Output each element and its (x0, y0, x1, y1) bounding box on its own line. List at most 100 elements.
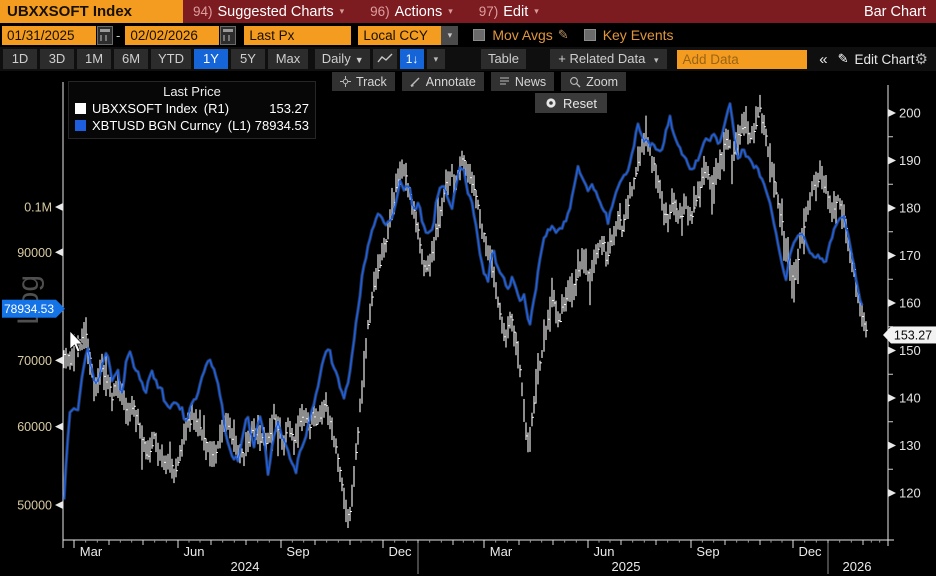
right-axis-tick-label: 170 (899, 248, 921, 263)
calendar-icon[interactable] (220, 25, 237, 45)
menu-label: Actions (394, 3, 443, 20)
left-axis-tick-label: 50000 (17, 499, 52, 513)
legend-row[interactable]: XBTUSD BGN Curncy (L1) 78934.53 (75, 117, 309, 134)
range-tab-6m[interactable]: 6M (114, 49, 148, 69)
caret-down-icon: ▾ (339, 6, 345, 16)
right-axis-tick-label: 120 (899, 486, 921, 501)
edit-chart-button[interactable]: ✎ Edit Chart (838, 51, 915, 67)
collapse-toolbar-button[interactable]: « (819, 50, 828, 68)
legend-title: Last Price (163, 84, 221, 99)
left-axis-tick (55, 203, 63, 211)
menu-suggested-charts[interactable]: 94) Suggested Charts ▾ (193, 4, 344, 20)
track-label: Track (356, 74, 387, 89)
right-axis-tick-label: 190 (899, 153, 921, 168)
x-axis-month-label: Dec (798, 544, 822, 559)
x-axis-year-label: 2026 (843, 559, 872, 574)
caret-down-icon: ▾ (653, 55, 659, 65)
left-axis-tick (55, 422, 63, 431)
right-axis-tick (888, 489, 896, 497)
reset-button[interactable]: Reset (535, 93, 607, 113)
range-tab-1d[interactable]: 1D (3, 49, 37, 69)
left-axis-tick-label: 0.1M (24, 201, 52, 215)
right-axis-price-tag: 153.27 (883, 326, 936, 344)
related-data-button[interactable]: + Related Data ▾ (550, 49, 667, 69)
mov-avgs-label: Mov Avgs (492, 27, 553, 43)
x-axis-month-label: Dec (388, 544, 412, 559)
date-from-input[interactable]: 01/31/2025 (2, 25, 96, 45)
add-data-input[interactable]: Add Data (676, 49, 808, 69)
menu-label: Edit (503, 3, 529, 20)
x-axis-month-label: Mar (490, 544, 513, 559)
svg-text:153.27: 153.27 (894, 328, 932, 342)
range-tab-1m[interactable]: 1M (77, 49, 111, 69)
series-ubxxsoft-bars (63, 94, 868, 529)
edit-chart-label: Edit Chart (854, 51, 915, 67)
security-title[interactable]: UBXXSOFT Index (0, 0, 183, 23)
left-axis-tick-label: 70000 (17, 354, 52, 368)
x-axis-month-label: Sep (696, 544, 719, 559)
range-tab-1y[interactable]: 1Y (194, 49, 228, 69)
left-axis-price-tag: 78934.53 (2, 299, 65, 318)
caret-down-icon: ▾ (448, 6, 453, 16)
annotate-label: Annotate (425, 74, 476, 89)
currency-select[interactable]: Local CCY (358, 25, 442, 45)
panel-layout-icon[interactable]: 1↓ (400, 49, 424, 69)
key-events-label: Key Events (602, 27, 674, 43)
caret-down-icon: ▾ (534, 6, 539, 16)
date-to-input[interactable]: 02/02/2026 (125, 25, 220, 45)
right-axis-tick (888, 156, 896, 165)
period-label: Daily (321, 51, 351, 66)
chart-legend[interactable]: Last Price UBXXSOFT Index (R1) 153.27 XBTU… (68, 81, 316, 139)
filter-bar: 01/31/2025 - 02/02/2026 Last Px Local CC… (0, 23, 936, 47)
pencil-icon[interactable]: ✎ (557, 27, 569, 42)
caret-down-icon: ▼ (354, 55, 364, 65)
news-label: News (514, 74, 547, 89)
menu-actions[interactable]: 96) Actions ▾ (370, 4, 453, 20)
right-axis-tick (888, 109, 896, 117)
menu-edit[interactable]: 97) Edit ▾ (479, 4, 539, 20)
chart-tool-buttons: Track Annotate News Zoom (332, 72, 627, 91)
legend-series-value: 78934.53 (254, 118, 309, 133)
pencil-icon: ✎ (837, 51, 849, 66)
right-axis-tick-label: 130 (899, 438, 921, 453)
caret-down-icon[interactable]: ▾ (441, 25, 459, 45)
key-events-checkbox[interactable] (583, 29, 596, 41)
zoom-button[interactable]: Zoom (561, 72, 627, 91)
menu-label: Suggested Charts (217, 3, 334, 20)
right-axis-tick-label: 180 (899, 201, 921, 216)
range-tab-max[interactable]: Max (268, 49, 308, 69)
left-axis-tick-label: 60000 (17, 420, 52, 434)
news-button[interactable]: News (490, 72, 555, 91)
left-axis-tick (55, 501, 63, 509)
series-xbtusd-line (62, 102, 864, 500)
legend-row[interactable]: UBXXSOFT Index (R1) 153.27 (75, 100, 309, 117)
track-button[interactable]: Track (332, 72, 395, 91)
range-tab-5y[interactable]: 5Y (231, 49, 265, 69)
header-bar: UBXXSOFT Index 94) Suggested Charts ▾ 96… (0, 0, 936, 23)
mov-avgs-checkbox[interactable] (473, 29, 486, 41)
line-chart-icon[interactable] (373, 49, 398, 69)
period-select[interactable]: Daily ▼ (315, 49, 371, 69)
legend-series-value: 153.27 (269, 101, 309, 116)
calendar-icon[interactable] (97, 25, 113, 45)
menu-number: 97) (478, 4, 499, 19)
chart-toolbar: 1D 3D 1M 6M YTD 1Y 5Y Max Daily ▼ 1↓ ▾ Table + R… (0, 47, 936, 71)
x-axis-month-label: Jun (594, 544, 615, 559)
chart-type-label: Bar Chart (863, 3, 926, 20)
price-field-input[interactable]: Last Px (244, 25, 352, 45)
axes: 0.1M 90000 70000 60000 50000 200 190 180 170 160 1… (17, 82, 921, 574)
right-axis-tick-label: 200 (899, 106, 921, 121)
x-axis-month-label: Mar (80, 544, 103, 559)
annotate-button[interactable]: Annotate (401, 72, 484, 91)
annotate-pencil-icon (410, 77, 420, 87)
svg-text:78934.53: 78934.53 (4, 302, 54, 316)
zoom-label: Zoom (586, 74, 619, 89)
x-axis-year-label: 2025 (612, 559, 641, 574)
table-button[interactable]: Table (480, 49, 527, 69)
range-tab-3d[interactable]: 3D (40, 49, 74, 69)
gear-icon[interactable]: ⚙ (914, 51, 928, 68)
range-tab-ytd[interactable]: YTD (151, 49, 191, 69)
date-range-dash: - (116, 27, 121, 43)
caret-down-icon[interactable]: ▾ (426, 49, 445, 69)
